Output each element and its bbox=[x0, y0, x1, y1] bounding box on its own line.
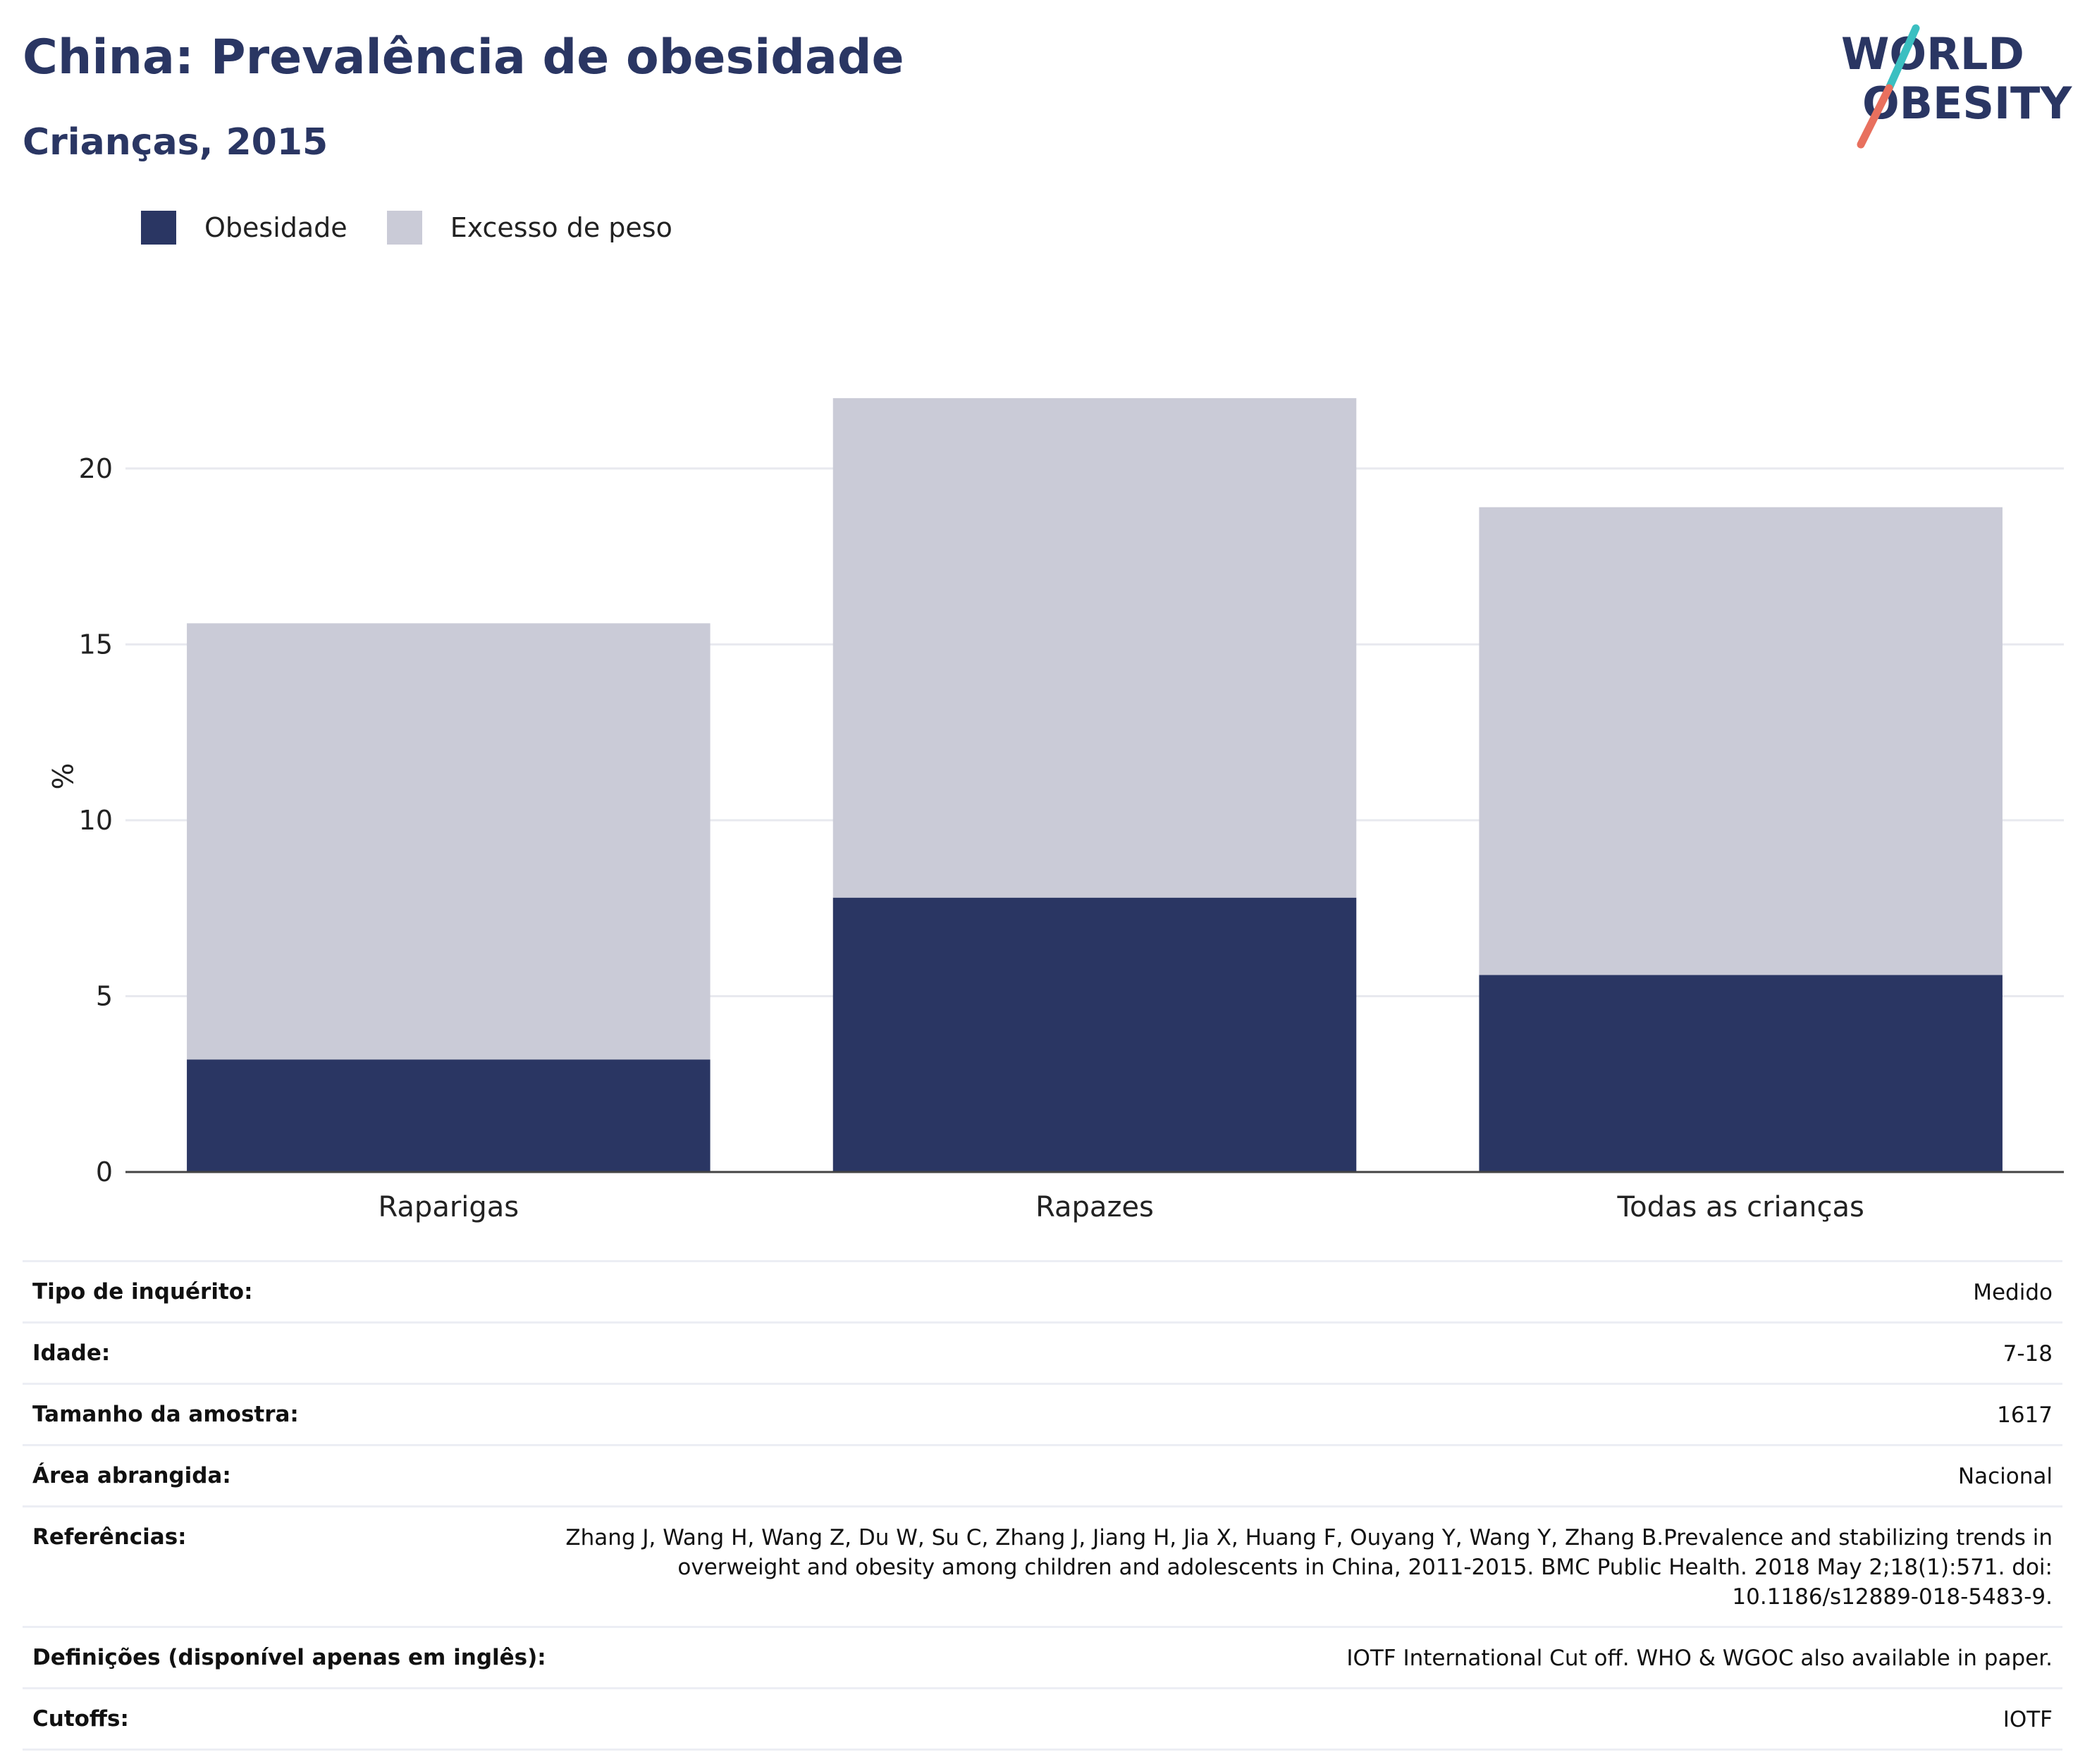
y-tick-label: 15 bbox=[79, 629, 113, 660]
detail-label: Definições (disponível apenas em inglês)… bbox=[32, 1645, 546, 1670]
logo-text-obesity: OBESITY bbox=[1862, 78, 2072, 129]
x-tick-label: Rapazes bbox=[1035, 1191, 1154, 1223]
x-tick-label: Todas as crianças bbox=[1616, 1191, 1864, 1223]
detail-row-sample-size: Tamanho da amostra: 1617 bbox=[23, 1385, 2062, 1446]
detail-label: Tipo de inquérito: bbox=[32, 1279, 253, 1305]
legend-item-overweight: Excesso de peso bbox=[386, 211, 672, 245]
y-tick-label: 10 bbox=[79, 805, 113, 836]
stacked-bar-chart: 0 5 10 15 20% Raparigas Rapazes Todas as crianç… bbox=[45, 397, 2064, 1223]
detail-label: Área abrangida: bbox=[32, 1463, 231, 1488]
bar-overweight bbox=[832, 397, 1357, 898]
world-obesity-logo: WORLD OBESITY bbox=[1841, 24, 2072, 149]
detail-row-definitions: Definições (disponível apenas em inglês)… bbox=[23, 1628, 2062, 1689]
logo-text-world: WORLD bbox=[1841, 28, 2024, 80]
bar-overweight bbox=[1479, 507, 2003, 975]
bar-overweight bbox=[187, 623, 711, 1060]
detail-label: Tamanho da amostra: bbox=[32, 1402, 299, 1427]
chart-title: China: Prevalência de obesidade bbox=[23, 30, 904, 85]
detail-row-survey-type: Tipo de inquérito: Medido bbox=[23, 1262, 2062, 1324]
legend-label-overweight: Excesso de peso bbox=[450, 212, 672, 243]
detail-label: Referências: bbox=[32, 1524, 187, 1550]
y-tick-label: 0 bbox=[96, 1157, 113, 1188]
bar-obesity bbox=[832, 897, 1357, 1172]
legend-item-obesity: Obesidade bbox=[141, 211, 348, 245]
bar-obesity bbox=[1479, 975, 2003, 1172]
detail-value: 1617 bbox=[1997, 1402, 2053, 1428]
legend-label-obesity: Obesidade bbox=[204, 212, 348, 243]
detail-label: Idade: bbox=[32, 1340, 111, 1366]
legend-swatch-obesity bbox=[141, 211, 176, 245]
y-axis-label: % bbox=[45, 763, 78, 789]
detail-value: Medido bbox=[1973, 1280, 2053, 1305]
x-tick-label: Raparigas bbox=[379, 1191, 519, 1223]
legend-swatch-overweight bbox=[386, 211, 422, 245]
logo-slash-teal bbox=[1885, 24, 1920, 92]
detail-value: Zhang J, Wang H, Wang Z, Du W, Su C, Zha… bbox=[565, 1525, 2053, 1610]
chart-legend: Obesidade Excesso de peso bbox=[141, 209, 712, 247]
y-tick-label: 20 bbox=[79, 453, 113, 484]
bar-obesity bbox=[187, 1059, 711, 1172]
detail-value: Nacional bbox=[1957, 1464, 2053, 1489]
detail-row-cutoffs: Cutoffs: IOTF bbox=[23, 1689, 2062, 1751]
detail-value: IOTF bbox=[2003, 1707, 2053, 1732]
survey-details-table: Tipo de inquérito: Medido Idade: 7-18 Ta… bbox=[23, 1260, 2062, 1751]
y-tick-label: 5 bbox=[96, 980, 113, 1011]
logo-slash-coral bbox=[1857, 84, 1893, 149]
chart-subtitle: Crianças, 2015 bbox=[23, 121, 328, 164]
detail-row-references: Referências: Zhang J, Wang H, Wang Z, Du… bbox=[23, 1507, 2062, 1628]
detail-row-area: Área abrangida: Nacional bbox=[23, 1446, 2062, 1507]
detail-value: 7-18 bbox=[2003, 1341, 2053, 1367]
detail-row-age: Idade: 7-18 bbox=[23, 1324, 2062, 1385]
detail-value: IOTF International Cut off. WHO & WGOC a… bbox=[1346, 1646, 2053, 1671]
detail-label: Cutoffs: bbox=[32, 1706, 129, 1732]
